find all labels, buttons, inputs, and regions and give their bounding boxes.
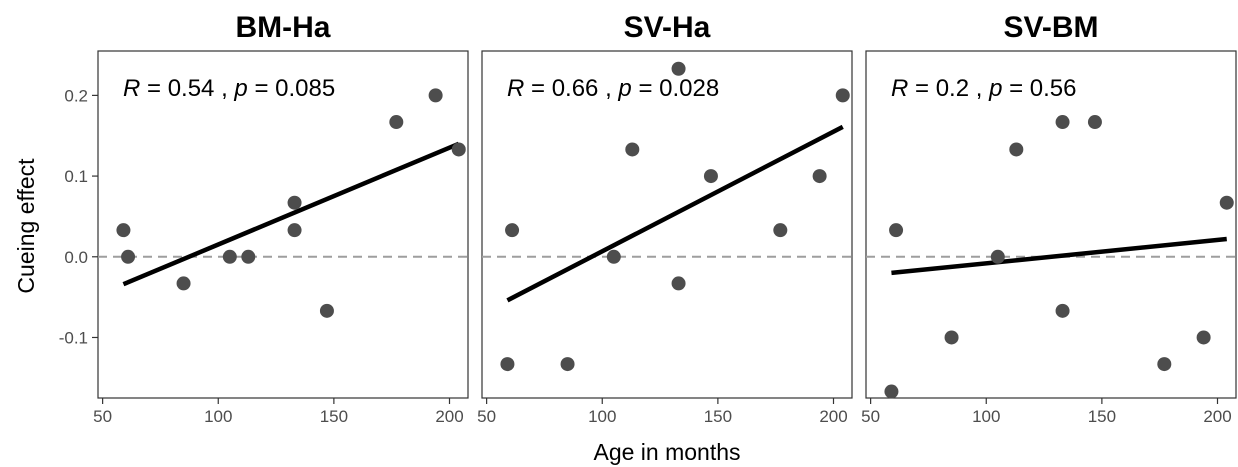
p-symbol: p	[617, 75, 631, 102]
data-point	[671, 276, 686, 291]
x-tick-label: 50	[861, 407, 880, 426]
panel-sv-bm: SV-BM R = 0.2 , p = 0.56 50 100 150 200	[861, 11, 1237, 426]
panel-title: SV-BM	[1003, 11, 1098, 44]
data-point	[1087, 115, 1102, 130]
stat-value: = 0.2 ,	[908, 75, 989, 102]
x-tick-label: 50	[93, 407, 112, 426]
data-point	[560, 357, 575, 372]
p-symbol: p	[988, 75, 1002, 102]
data-point	[884, 384, 899, 399]
data-point	[773, 223, 788, 238]
data-point	[121, 249, 136, 264]
x-tick-label: 100	[204, 407, 232, 426]
stat-annotation: R = 0.2 , p = 0.56	[891, 75, 1076, 102]
x-tick-label: 100	[972, 407, 1000, 426]
data-point	[671, 61, 686, 76]
r-symbol: R	[507, 75, 524, 102]
data-point	[1157, 357, 1172, 372]
x-tick-label: 50	[477, 407, 496, 426]
data-point	[1196, 330, 1211, 345]
data-point	[812, 169, 827, 184]
p-symbol: p	[233, 75, 247, 102]
data-point	[505, 223, 520, 238]
x-tick-label: 200	[819, 407, 847, 426]
data-point	[241, 249, 256, 264]
panel-border	[481, 50, 853, 399]
data-point	[1009, 142, 1024, 157]
stat-annotation: R = 0.66 , p = 0.028	[507, 75, 719, 102]
y-tick-label: -0.1	[59, 328, 88, 347]
stat-value: = 0.085	[248, 75, 335, 102]
panel-sv-ha: SV-Ha R = 0.66 , p = 0.028 50 100 150 200	[477, 11, 853, 426]
y-tick-label: 0.0	[64, 248, 88, 267]
data-point	[944, 330, 959, 345]
data-point	[606, 249, 621, 264]
data-point	[889, 223, 904, 238]
regression-line	[891, 236, 1227, 276]
y-tick-label: 0.1	[64, 167, 88, 186]
x-tick-label: 150	[320, 407, 348, 426]
data-point	[319, 303, 334, 318]
data-point	[500, 357, 515, 372]
panel-bm-ha: BM-Ha R = 0.54 , p = 0.085 50 100 150 200	[93, 11, 469, 426]
data-point	[451, 142, 466, 157]
data-point	[389, 115, 404, 130]
y-axis-title: Cueing effect	[13, 158, 39, 294]
x-tick-label: 150	[704, 407, 732, 426]
x-tick-label: 200	[435, 407, 463, 426]
x-tick-label: 150	[1088, 407, 1116, 426]
r-symbol: R	[891, 75, 908, 102]
stat-annotation: R = 0.54 , p = 0.085	[123, 75, 335, 102]
data-point	[703, 169, 718, 184]
panel-title: BM-Ha	[236, 11, 331, 44]
regression-line	[122, 141, 460, 287]
data-point	[1055, 115, 1070, 130]
data-point	[287, 195, 302, 210]
stat-value: = 0.66 ,	[524, 75, 618, 102]
stat-value: = 0.56	[1002, 75, 1076, 102]
panel-border	[97, 50, 469, 399]
x-axis-title: Age in months	[593, 439, 740, 465]
r-symbol: R	[123, 75, 140, 102]
data-point	[287, 223, 302, 238]
data-point	[116, 223, 131, 238]
data-point	[222, 249, 237, 264]
data-point	[835, 88, 850, 103]
x-tick-label: 100	[588, 407, 616, 426]
data-point	[176, 276, 191, 291]
regression-line	[506, 124, 844, 303]
panel-border	[865, 50, 1237, 399]
data-point	[1219, 195, 1234, 210]
data-point	[990, 249, 1005, 264]
y-tick-label: 0.2	[64, 86, 88, 105]
x-tick-label: 200	[1203, 407, 1231, 426]
panel-title: SV-Ha	[624, 11, 711, 44]
data-point	[625, 142, 640, 157]
stat-value: = 0.54 ,	[140, 75, 234, 102]
stat-value: = 0.028	[632, 75, 719, 102]
data-point	[1055, 303, 1070, 318]
data-point	[428, 88, 443, 103]
